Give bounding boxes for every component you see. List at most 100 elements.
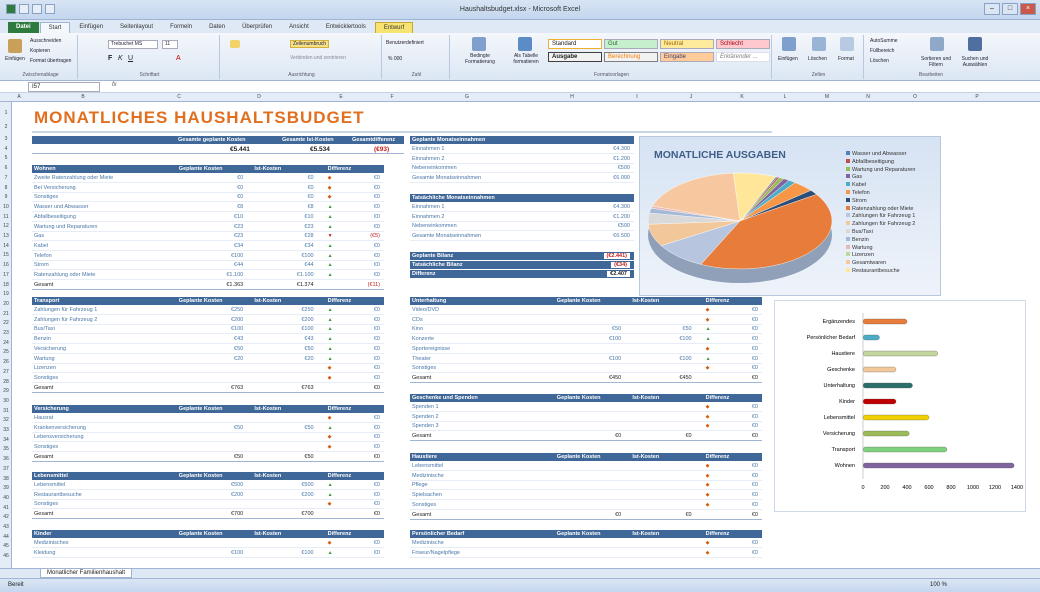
table-row[interactable]: Lebensmittel €0 ◆ — [410, 462, 762, 471]
format-painter-button[interactable]: Format übertragen — [30, 58, 72, 64]
table-row[interactable]: Kleidung €100 €100 €0 ▲ — [32, 549, 384, 558]
row-header[interactable]: 45 — [3, 543, 9, 550]
table-row[interactable]: Pflege €0 ◆ — [410, 481, 762, 491]
table-format-icon[interactable] — [518, 37, 532, 51]
fill-button[interactable]: Füllbereich — [870, 48, 895, 54]
total-row[interactable]: Gesamt €50 €50 €0 — [32, 453, 384, 462]
row-header[interactable]: 18 — [3, 281, 9, 288]
row-header[interactable]: 16 — [3, 262, 9, 269]
total-row[interactable]: Gesamt €763 €763 €0 — [32, 384, 384, 393]
row-header[interactable]: 39 — [3, 485, 9, 492]
bar[interactable] — [862, 414, 930, 421]
row-header[interactable]: 15 — [3, 252, 9, 259]
sort-filter-button[interactable]: Sortieren und Filtern — [920, 56, 952, 68]
table-row[interactable]: Versicherung €50 €50 €0 ▲ — [32, 345, 384, 354]
tab-ansicht[interactable]: Ansicht — [289, 24, 309, 30]
style-berechnung[interactable]: Berechnung — [604, 52, 658, 62]
close-button[interactable]: × — [1020, 3, 1036, 15]
income-row[interactable]: Nebeneinkommen €500 — [410, 164, 634, 174]
row-header[interactable]: 30 — [3, 397, 9, 404]
row-header[interactable]: 11 — [3, 213, 9, 220]
table-format-button[interactable]: Als Tabelle formatieren — [513, 53, 539, 65]
table-row[interactable]: Wasser und Abwasser €8 €8 €0 ▲ — [32, 203, 384, 213]
merge-center-button[interactable]: Verbinden und zentrieren — [290, 55, 346, 61]
column-header[interactable]: P — [975, 94, 979, 100]
style-gut[interactable]: Gut — [604, 39, 658, 49]
bar[interactable] — [862, 398, 897, 405]
column-header[interactable]: F — [390, 94, 394, 100]
minimize-button[interactable]: – — [984, 3, 1000, 15]
format-cells-icon[interactable] — [840, 37, 854, 51]
income-row[interactable]: Einnahmen 1 €4.300 — [410, 145, 634, 154]
table-row[interactable]: Sonstiges €0 ◆ — [410, 364, 762, 374]
row-header[interactable]: 29 — [3, 388, 9, 395]
table-row[interactable]: Kabel €34 €34 €0 ▲ — [32, 242, 384, 251]
income-row[interactable]: Gesamte Monatseinnahmen €6.500 — [410, 232, 634, 242]
tab-einfuegen[interactable]: Einfügen — [79, 24, 104, 30]
conditional-format-button[interactable]: Bedingte Formatierung — [465, 53, 495, 65]
column-header[interactable]: L — [783, 94, 787, 100]
table-row[interactable]: Medizinische €0 ◆ — [410, 472, 762, 481]
row-header[interactable]: 24 — [3, 339, 9, 346]
row-header[interactable]: 5 — [4, 155, 8, 162]
row-header[interactable]: 33 — [3, 427, 9, 433]
row-header[interactable]: 25 — [3, 349, 9, 356]
row-header[interactable]: 9 — [4, 194, 8, 201]
italic-button[interactable]: K — [118, 55, 123, 62]
table-header[interactable]: Tatsächliche Monatseinnahmen — [410, 194, 634, 202]
bar[interactable] — [862, 366, 897, 373]
row-header[interactable]: 46 — [3, 553, 9, 560]
table-row[interactable]: Bus/Taxi €100 €100 €0 ▲ — [32, 325, 384, 335]
table-row[interactable]: Sonstiges €0 ◆ — [32, 374, 384, 383]
row-header[interactable]: 31 — [3, 407, 9, 414]
align-top-icon[interactable] — [230, 40, 240, 48]
fx-label[interactable]: fx — [112, 82, 117, 88]
column-header[interactable]: J — [689, 94, 693, 100]
table-row[interactable]: Spenden 1 €0 ◆ — [410, 403, 762, 412]
bold-button[interactable]: F — [108, 55, 113, 62]
row-header[interactable]: 26 — [3, 359, 9, 366]
table-row[interactable]: Spenden 3 €0 ◆ — [410, 422, 762, 432]
balance-row[interactable]: Differenz €2.407 — [410, 270, 634, 278]
delete-cells-button[interactable]: Löschen — [808, 56, 827, 62]
table-row[interactable]: Lebensmittel €500 €500 €0 ▲ — [32, 481, 384, 490]
tab-entwicklertools[interactable]: Entwicklertools — [325, 24, 366, 30]
row-header[interactable]: 41 — [3, 504, 9, 511]
column-header[interactable]: N — [866, 94, 870, 100]
row-header[interactable]: 4 — [4, 145, 8, 152]
save-icon[interactable] — [19, 4, 29, 14]
table-header[interactable]: Haustiere Geplante Kosten Ist-Kosten Differ… — [410, 453, 762, 461]
percent-button[interactable]: % 000 — [388, 56, 403, 62]
column-header[interactable]: K — [740, 94, 744, 100]
row-header[interactable]: 40 — [3, 494, 9, 501]
column-header[interactable]: G — [465, 94, 469, 100]
row-header[interactable]: 28 — [3, 378, 9, 385]
row-header[interactable]: 14 — [3, 242, 9, 249]
row-header[interactable]: 12 — [3, 223, 9, 230]
pie-slice[interactable] — [700, 194, 833, 270]
find-icon[interactable] — [968, 37, 982, 51]
style-schlecht[interactable]: Schlecht — [716, 39, 770, 49]
table-row[interactable]: Sonstiges €0 ◆ — [32, 500, 384, 510]
row-header[interactable]: 6 — [4, 165, 8, 172]
table-row[interactable]: Bei Versicherung €0 €0 €0 ◆ — [32, 184, 384, 193]
table-header[interactable]: Geschenke und Spenden Geplante Kosten Ist-… — [410, 394, 762, 402]
row-header[interactable]: 7 — [4, 174, 8, 181]
income-row[interactable]: Einnahmen 2 €1.200 — [410, 155, 634, 164]
tab-formeln[interactable]: Formeln — [170, 24, 193, 30]
table-row[interactable]: Kino €50 €50 €0 ▲ — [410, 325, 762, 335]
column-header[interactable]: D — [257, 94, 261, 100]
font-size-select[interactable]: 11 — [162, 40, 178, 49]
paste-icon[interactable] — [8, 39, 22, 53]
underline-button[interactable]: U — [128, 55, 134, 62]
wrap-text-button[interactable]: Zeilenumbruch — [290, 40, 330, 48]
row-header[interactable]: 3 — [4, 136, 8, 142]
row-header[interactable]: 21 — [3, 310, 9, 317]
row-header[interactable]: 22 — [3, 320, 9, 327]
row-header[interactable]: 10 — [3, 203, 9, 210]
cut-button[interactable]: Ausschneiden — [30, 38, 62, 44]
column-header[interactable]: M — [824, 94, 830, 100]
table-row[interactable]: Zweite Ratenzahlung oder Miete €0 €0 €0 ◆ — [32, 174, 384, 183]
font-color-icon[interactable]: A — [176, 55, 181, 62]
column-header[interactable]: C — [177, 94, 181, 100]
